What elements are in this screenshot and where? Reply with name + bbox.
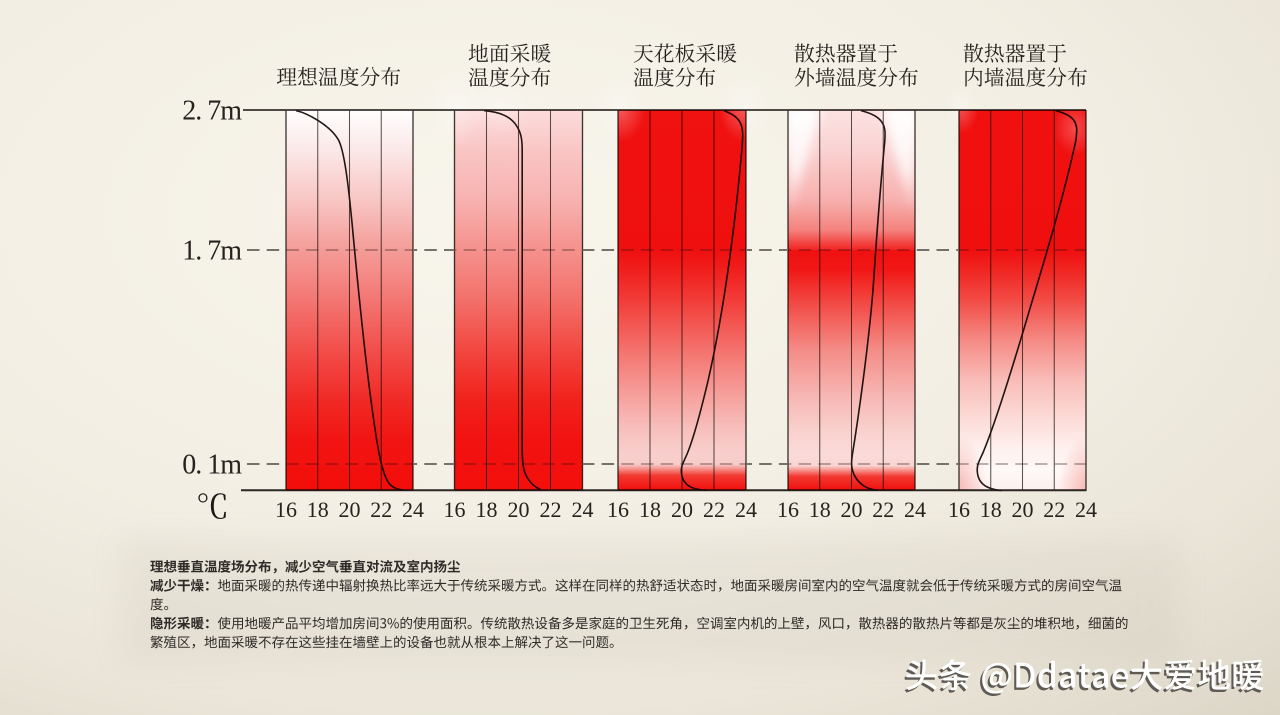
svg-text:22: 22 (1043, 497, 1065, 522)
svg-text:20: 20 (841, 497, 863, 522)
svg-text:16: 16 (607, 497, 629, 522)
svg-text:20: 20 (508, 497, 530, 522)
svg-text:16: 16 (777, 497, 799, 522)
svg-text:18: 18 (307, 497, 329, 522)
svg-text:16: 16 (948, 497, 970, 522)
svg-text:22: 22 (540, 497, 562, 522)
svg-text:18: 18 (476, 497, 498, 522)
svg-text:22: 22 (872, 497, 894, 522)
svg-text:1. 7m: 1. 7m (182, 236, 242, 267)
svg-text:18: 18 (639, 497, 661, 522)
svg-text:20: 20 (1012, 497, 1034, 522)
svg-text:22: 22 (370, 497, 392, 522)
svg-text:24: 24 (402, 497, 424, 522)
svg-text:18: 18 (809, 497, 831, 522)
svg-text:22: 22 (703, 497, 725, 522)
svg-text:16: 16 (275, 497, 297, 522)
svg-text:0. 1m: 0. 1m (182, 450, 242, 481)
svg-text:24: 24 (735, 497, 757, 522)
svg-text:24: 24 (1075, 497, 1097, 522)
svg-text:24: 24 (904, 497, 926, 522)
svg-text:2. 7m: 2. 7m (182, 96, 242, 127)
svg-text:20: 20 (339, 497, 361, 522)
svg-text:20: 20 (671, 497, 693, 522)
svg-text:18: 18 (980, 497, 1002, 522)
svg-text:16: 16 (444, 497, 466, 522)
svg-text:24: 24 (572, 497, 594, 522)
